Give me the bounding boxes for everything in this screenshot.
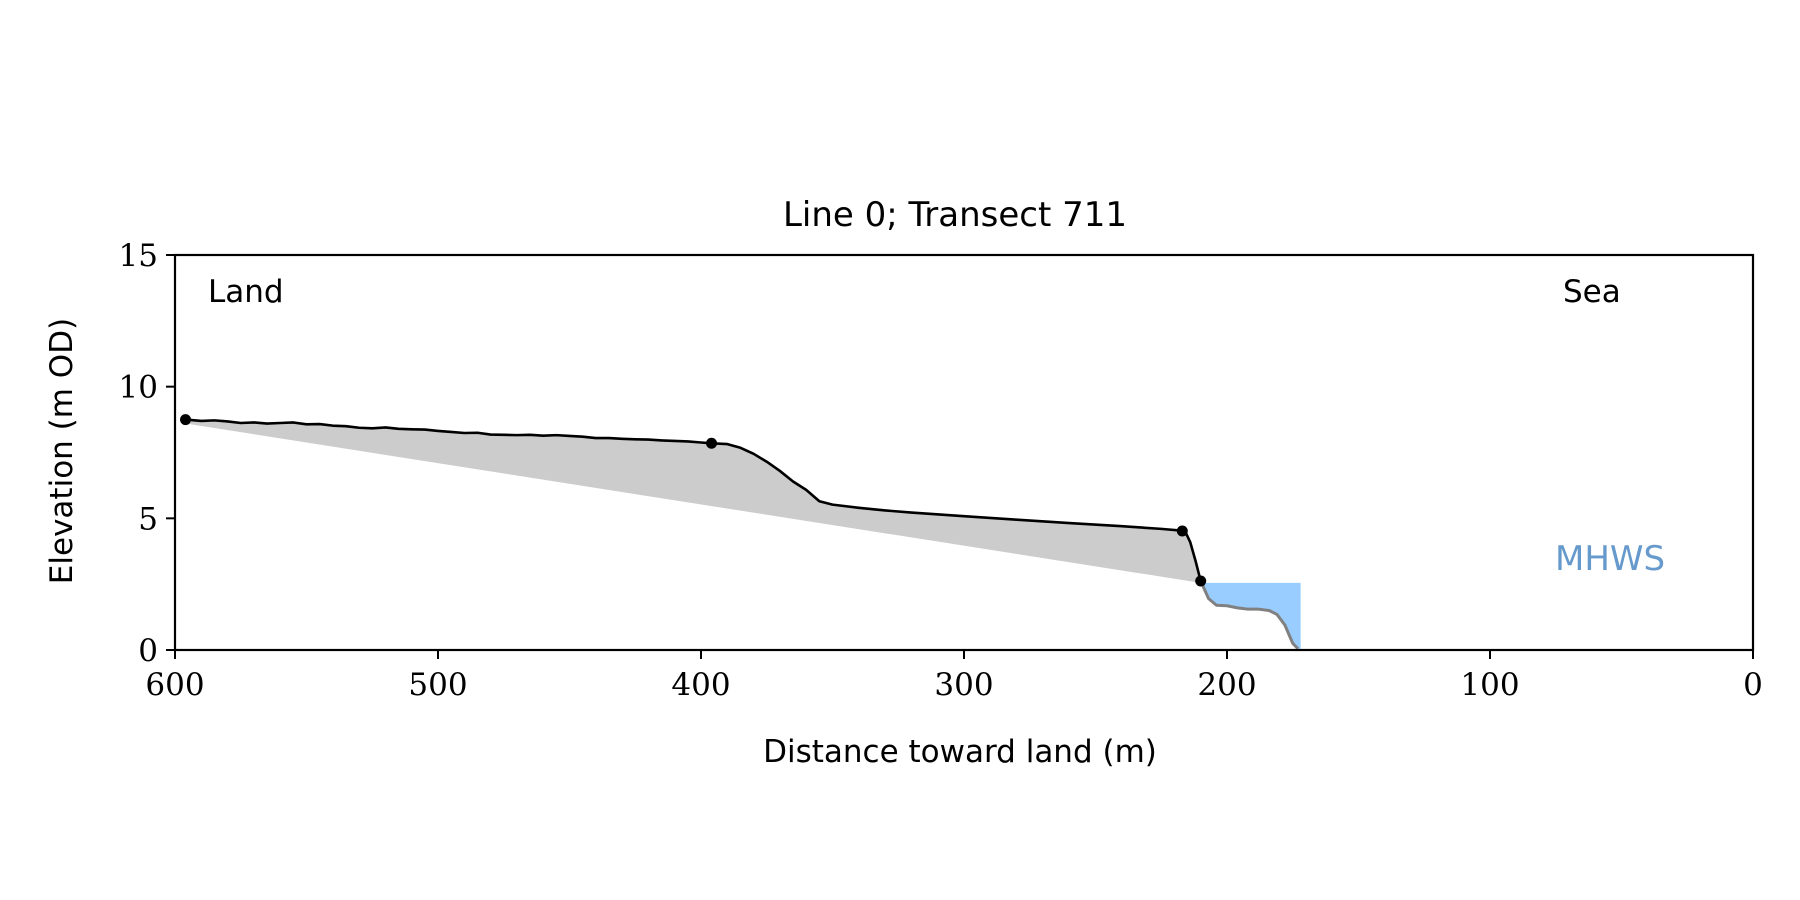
x-tick-label: 100 (1460, 667, 1519, 703)
x-tick-label: 300 (934, 667, 993, 703)
x-tick-label: 0 (1743, 667, 1763, 703)
mhws-annotation: MHWS (1555, 539, 1665, 579)
profile-fill-area (185, 419, 1201, 583)
profile-marker (1195, 575, 1207, 587)
y-axis-label: Elevation (m OD) (44, 318, 80, 584)
below-mhws-profile-line (1199, 580, 1300, 650)
axes-layer: 600 500 400 300 200 100 0 0 5 10 15 (119, 238, 1763, 703)
y-tick-label: 5 (138, 501, 158, 537)
x-tick-label: 400 (671, 667, 730, 703)
y-tick-label: 10 (119, 370, 158, 406)
cliff-line (1183, 530, 1202, 582)
x-tick-label: 200 (1197, 667, 1256, 703)
profile-marker (706, 437, 718, 449)
y-tick-label: 0 (138, 633, 158, 669)
land-annotation: Land (208, 274, 284, 310)
sea-annotation: Sea (1563, 274, 1621, 310)
y-tick-label: 15 (119, 238, 158, 274)
profile-marker (180, 414, 192, 426)
profile-lines-layer (185, 418, 1300, 650)
chart-title: Line 0; Transect 711 (783, 195, 1127, 235)
x-axis-label: Distance toward land (m) (763, 734, 1157, 770)
markers-layer (180, 414, 1207, 587)
water-layer (1200, 581, 1301, 650)
x-tick-label: 500 (408, 667, 467, 703)
mhws-water-area (1200, 581, 1301, 650)
profile-line (185, 418, 1186, 533)
profile-marker (1176, 525, 1188, 537)
x-tick-label: 600 (145, 667, 204, 703)
fill-layer (185, 419, 1201, 583)
